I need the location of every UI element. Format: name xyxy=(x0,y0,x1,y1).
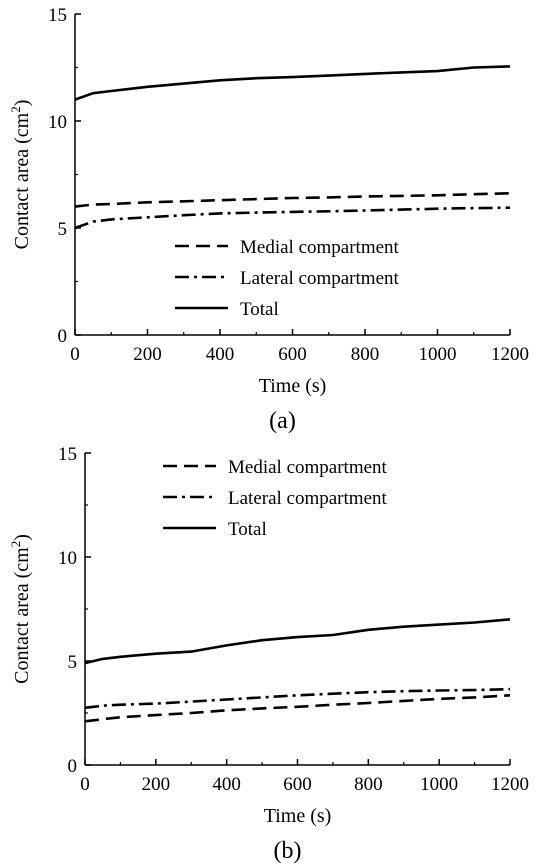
panel-label: (b) xyxy=(274,838,302,864)
y-axis-label-superscript: 2 xyxy=(8,541,23,548)
x-tick-label: 1000 xyxy=(419,344,457,365)
y-axis-label: Contact area (cm2) xyxy=(8,534,33,684)
x-axis-label: Time (s) xyxy=(264,805,332,827)
series-line-total xyxy=(74,65,511,101)
y-axis-label-main: Contact area (cm xyxy=(11,547,33,684)
x-tick-label: 400 xyxy=(212,774,241,795)
series-line-medial-compartment xyxy=(84,694,511,723)
series-line-lateral-compartment xyxy=(84,687,511,710)
y-axis-label-end: ) xyxy=(11,534,33,541)
legend-label: Medial compartment xyxy=(228,457,388,478)
x-tick-label: 200 xyxy=(142,774,171,795)
y-axis-label-end: ) xyxy=(11,100,33,107)
y-tick-label: 5 xyxy=(68,652,78,673)
chart-panel-a: 0 5 10 15 0 200 400 600 800 1000 1200 Time (s) Conta… xyxy=(8,5,529,434)
legend-label: Total xyxy=(240,299,279,320)
x-tick-label: 0 xyxy=(80,774,90,795)
y-tick-label: 15 xyxy=(48,5,67,26)
x-tick-label: 800 xyxy=(351,344,380,365)
y-tick-label: 5 xyxy=(58,219,68,240)
y-axis-label-main: Contact area (cm xyxy=(11,112,33,249)
x-tick-label: 600 xyxy=(278,344,307,365)
legend-label: Lateral compartment xyxy=(240,268,400,289)
x-tick-label: 1200 xyxy=(491,774,529,795)
x-tick-label: 1200 xyxy=(491,344,529,365)
y-tick-label: 0 xyxy=(58,326,68,347)
legend-label: Total xyxy=(228,519,267,540)
series-line-total xyxy=(84,618,511,665)
y-tick-label: 10 xyxy=(58,548,77,569)
x-tick-label: 200 xyxy=(133,344,162,365)
y-tick-label: 10 xyxy=(48,112,67,133)
series-line-medial-compartment xyxy=(74,192,511,208)
x-tick-label: 0 xyxy=(70,344,80,365)
x-tick-label: 1000 xyxy=(420,774,458,795)
x-axis-label: Time (s) xyxy=(259,375,327,397)
legend-label: Lateral compartment xyxy=(228,488,388,509)
legend-label: Medial compartment xyxy=(240,237,400,258)
x-tick-label: 400 xyxy=(206,344,235,365)
y-tick-label: 0 xyxy=(68,756,78,777)
x-tick-label: 800 xyxy=(354,774,383,795)
panel-label: (a) xyxy=(269,408,296,434)
series-line-lateral-compartment xyxy=(74,206,511,230)
y-axis-label: Contact area (cm2) xyxy=(8,100,33,250)
chart-panel-b: 0 5 10 15 0 200 400 600 800 1000 1200 Time (s) Conta… xyxy=(8,444,529,864)
y-tick-label: 15 xyxy=(58,444,77,465)
x-tick-label: 600 xyxy=(283,774,312,795)
y-axis-label-superscript: 2 xyxy=(8,106,23,113)
